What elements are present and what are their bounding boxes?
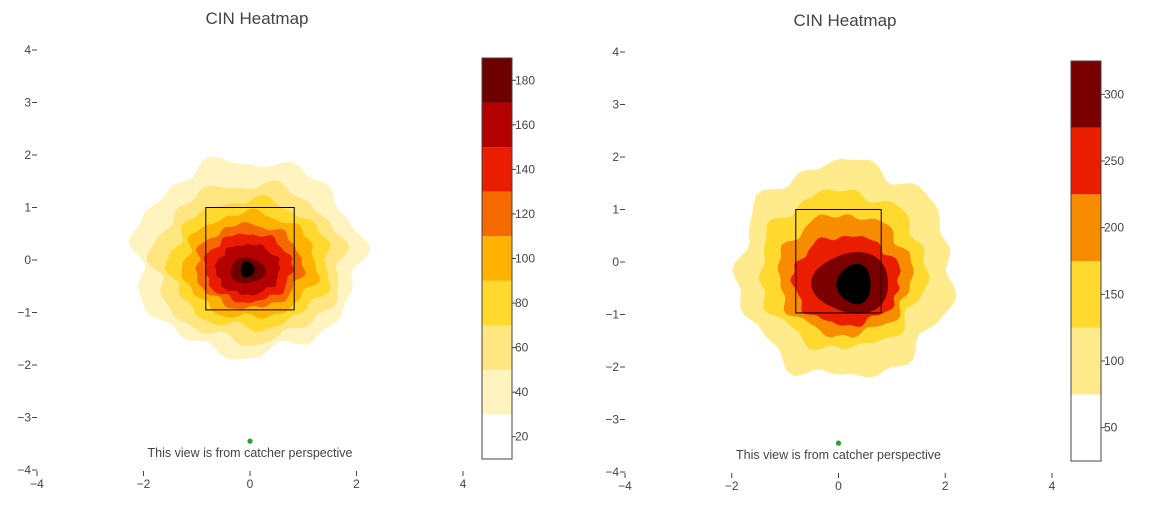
colorbar-segment — [1071, 394, 1101, 461]
y-tick-label: −1 — [17, 306, 31, 320]
colorbar-segment — [1071, 127, 1101, 195]
x-tick-label: 0 — [247, 477, 254, 491]
y-axis: −4 −3 −2 −1 0 1 2 3 4 — [605, 45, 625, 479]
colorbar-tick-label: 120 — [515, 207, 535, 221]
contour-band-level-6 — [836, 263, 871, 305]
colorbar-segment — [482, 102, 512, 148]
x-tick-label: 2 — [942, 479, 949, 493]
y-tick-label: −4 — [17, 463, 31, 477]
x-tick-label: −4 — [618, 479, 632, 493]
colorbar-tick-label: 140 — [515, 162, 535, 176]
y-tick-label: −2 — [605, 360, 619, 374]
heatmap-panel-right: CIN Heatmap This view is from catcher per… — [588, 0, 1149, 505]
colorbar-segment — [1071, 194, 1101, 261]
x-tick-label: 4 — [460, 477, 467, 491]
colorbar-segment — [482, 191, 512, 237]
y-tick-label: 0 — [24, 253, 31, 267]
colorbar-tick-label: 160 — [515, 118, 535, 132]
colorbar-tick-label: 50 — [1104, 421, 1118, 435]
colorbar-segment — [1071, 261, 1101, 328]
colorbar-outline — [1070, 60, 1102, 462]
colorbar-tick-label: 180 — [515, 73, 535, 87]
strike-zone-box — [795, 209, 882, 314]
heatmap-panel-left: CIN Heatmap This view is from catcher per… — [0, 0, 574, 505]
heatmap-chart-left: CIN Heatmap This view is from catcher per… — [17, 9, 535, 491]
y-tick-label: 4 — [612, 45, 619, 59]
y-tick-label: 1 — [24, 201, 31, 215]
colorbar-tick-label: 150 — [1104, 287, 1124, 301]
colorbar-tick-label: 40 — [515, 385, 529, 399]
y-tick-label: 4 — [24, 43, 31, 57]
colorbar-tick-label: 60 — [515, 341, 529, 355]
y-tick-label: 1 — [612, 203, 619, 217]
x-axis: −4 −2 0 2 4 — [30, 471, 467, 491]
x-tick-label: 2 — [353, 477, 360, 491]
colorbar-tick-label: 80 — [515, 296, 529, 310]
colorbar-segment — [482, 236, 512, 281]
colorbar-segment — [482, 369, 512, 415]
x-tick-label: −4 — [30, 477, 44, 491]
colorbar-segment — [482, 58, 512, 103]
y-tick-label: −3 — [605, 413, 619, 427]
heatmap-chart-right: CIN Heatmap This view is from catcher per… — [605, 11, 1124, 493]
contour-band-level-9 — [240, 261, 255, 278]
catcher-marker — [835, 440, 842, 446]
y-axis: −4 −3 −2 −1 0 1 2 3 4 — [17, 43, 37, 477]
y-tick-label: −4 — [605, 465, 619, 479]
x-tick-label: −2 — [725, 479, 739, 493]
colorbar: 20 40 60 80 100 120 140 160 180 — [481, 57, 535, 460]
colorbar-tick-label: 20 — [515, 430, 529, 444]
colorbar-segment — [482, 414, 512, 459]
colorbar-tick-label: 300 — [1104, 87, 1124, 101]
y-tick-label: −3 — [17, 411, 31, 425]
contour-layer — [128, 156, 371, 360]
y-tick-label: 0 — [612, 255, 619, 269]
x-tick-label: 4 — [1049, 479, 1056, 493]
catcher-marker — [247, 438, 253, 444]
x-tick-label: 0 — [835, 479, 842, 493]
colorbar-segment — [1071, 61, 1101, 128]
x-tick-label: −2 — [137, 477, 151, 491]
y-tick-label: −1 — [605, 308, 619, 322]
colorbar-segment — [482, 325, 512, 370]
strike-zone-box — [205, 207, 295, 311]
y-tick-label: 3 — [612, 98, 619, 112]
colorbar-segment — [1071, 327, 1101, 395]
colorbar-segment — [482, 147, 512, 192]
perspective-note: This view is from catcher perspective — [148, 446, 353, 460]
colorbar-tick-label: 200 — [1104, 221, 1124, 235]
colorbar-tick-label: 250 — [1104, 154, 1124, 168]
contour-layer — [732, 158, 957, 378]
y-tick-label: 3 — [24, 96, 31, 110]
y-tick-label: 2 — [612, 150, 619, 164]
colorbar: 50 100 150 200 250 300 — [1070, 60, 1124, 462]
y-tick-label: −2 — [17, 358, 31, 372]
colorbar-tick-label: 100 — [515, 252, 535, 266]
colorbar-segment — [482, 280, 512, 326]
y-tick-label: 2 — [24, 148, 31, 162]
colorbar-tick-label: 100 — [1104, 354, 1124, 368]
chart-title: CIN Heatmap — [206, 9, 309, 28]
perspective-note: This view is from catcher perspective — [736, 448, 941, 462]
x-axis: −4 −2 0 2 4 — [618, 473, 1056, 493]
chart-title: CIN Heatmap — [794, 11, 897, 30]
